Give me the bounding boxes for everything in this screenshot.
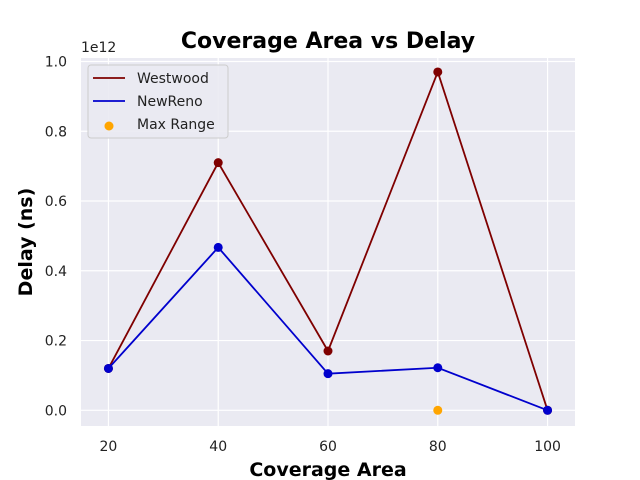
grid xyxy=(81,58,575,426)
x-tick-label: 20 xyxy=(100,439,118,455)
data-point-newreno xyxy=(433,363,443,373)
y-tick-label: 0.8 xyxy=(45,124,67,140)
chart-title: Coverage Area vs Delay xyxy=(181,29,475,54)
x-tick-label: 100 xyxy=(534,439,561,455)
data-point-westwood xyxy=(213,158,223,168)
x-axis-label: Coverage Area xyxy=(249,459,406,480)
data-point-max-range xyxy=(433,405,443,415)
x-tick-label: 40 xyxy=(209,439,227,455)
legend-box xyxy=(87,64,229,139)
data-point-westwood xyxy=(323,346,333,356)
data-point-newreno xyxy=(103,363,113,373)
y-tick-label: 0.4 xyxy=(45,264,67,280)
legend-swatch-max-range xyxy=(104,121,114,131)
legend: Westwood NewReno Max Range xyxy=(87,64,229,139)
data-point-newreno xyxy=(213,242,223,252)
y-tick-label: 0.6 xyxy=(45,194,67,210)
data-point-westwood xyxy=(433,67,443,77)
y-axis-label: Delay (ns) xyxy=(15,188,37,297)
legend-label-max-range: Max Range xyxy=(137,117,215,133)
y-tick-label: 1.0 xyxy=(45,54,67,70)
x-ticks: 20 40 60 80 100 xyxy=(100,439,561,455)
data-point-newreno xyxy=(323,369,333,379)
series-layer xyxy=(103,67,553,415)
data-point-newreno xyxy=(543,405,553,415)
legend-label-westwood: Westwood xyxy=(137,71,209,87)
y-ticks: 0.0 0.2 0.4 0.6 0.8 1.0 xyxy=(45,54,67,419)
y-tick-label: 0.0 xyxy=(45,403,67,419)
y-tick-label: 0.2 xyxy=(45,334,67,350)
legend-label-newreno: NewReno xyxy=(137,94,203,110)
x-tick-label: 60 xyxy=(319,439,337,455)
y-offset-label: 1e12 xyxy=(81,40,116,56)
x-tick-label: 80 xyxy=(429,439,447,455)
